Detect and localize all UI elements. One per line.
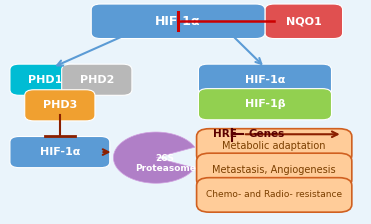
Text: 26S
Proteasome: 26S Proteasome: [135, 153, 196, 173]
Text: HIF-1α: HIF-1α: [245, 75, 285, 85]
Text: Metabolic adaptation: Metabolic adaptation: [223, 141, 326, 151]
FancyBboxPatch shape: [91, 4, 265, 39]
Text: PHD2: PHD2: [80, 75, 114, 85]
Text: HIF-1α: HIF-1α: [155, 15, 201, 28]
Text: Metastasis, Angiogenesis: Metastasis, Angiogenesis: [212, 166, 336, 175]
FancyBboxPatch shape: [197, 129, 352, 163]
FancyBboxPatch shape: [198, 64, 332, 95]
FancyBboxPatch shape: [198, 89, 332, 120]
Polygon shape: [114, 132, 195, 183]
Text: HRE: HRE: [213, 129, 237, 139]
Text: PHD1: PHD1: [28, 75, 62, 85]
Text: PHD3: PHD3: [43, 100, 77, 110]
FancyBboxPatch shape: [197, 153, 352, 188]
Text: Chemo- and Radio- resistance: Chemo- and Radio- resistance: [206, 190, 342, 199]
FancyBboxPatch shape: [197, 178, 352, 212]
Text: HIF-1α: HIF-1α: [40, 147, 80, 157]
FancyBboxPatch shape: [265, 4, 342, 39]
FancyBboxPatch shape: [10, 136, 110, 168]
Text: NQO1: NQO1: [286, 16, 322, 26]
FancyBboxPatch shape: [62, 64, 132, 95]
Text: Genes: Genes: [248, 129, 285, 139]
FancyBboxPatch shape: [25, 90, 95, 121]
FancyBboxPatch shape: [10, 64, 80, 95]
Text: HIF-1β: HIF-1β: [244, 99, 285, 109]
